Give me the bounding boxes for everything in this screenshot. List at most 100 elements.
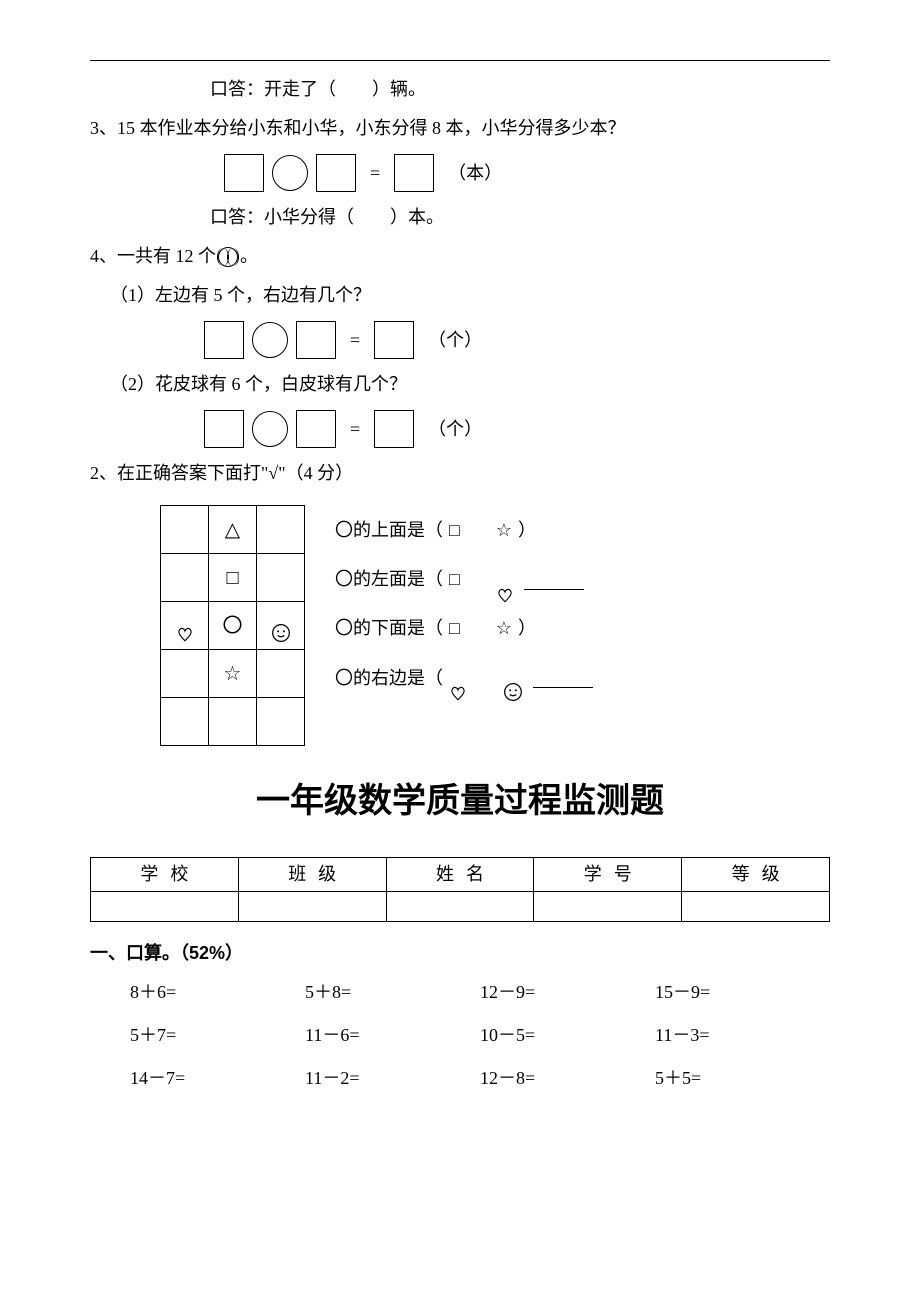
q-opt2[interactable]: ☆ [496, 607, 512, 650]
calc-item[interactable]: 12－8= [480, 1065, 655, 1092]
eq-sign: = [350, 327, 360, 354]
grid-cell: △ [209, 506, 257, 554]
q4-2-op[interactable] [252, 411, 288, 447]
q4-1-unit: （个） [428, 327, 482, 354]
q2-grid-section: △□〇☆ 〇的上面是（□☆）〇的左面是（□〇的下面是（□☆）〇的右边是（ [160, 505, 830, 746]
smiley-icon [503, 669, 523, 689]
q4-header: 4、一共有 12 个 [90, 243, 216, 270]
info-header-cell: 班级 [238, 858, 386, 892]
calc-item[interactable]: 12－9= [480, 979, 655, 1006]
grid-question-3: 〇的下面是（□ ☆） [335, 607, 597, 650]
student-info-table: 学校班级姓名学号等级 [90, 857, 830, 922]
q3-box-1[interactable] [224, 154, 264, 192]
q3-answer-line: 口答：小华分得（ ）本。 [90, 204, 830, 231]
q4-header-line: 4、一共有 12 个 。 [90, 243, 830, 270]
calc-item[interactable]: 5＋7= [130, 1022, 305, 1049]
info-header-cell: 等级 [682, 858, 830, 892]
q4-eq1: = （个） [90, 321, 830, 359]
q2-check-header: 2、在正确答案下面打"√"（4 分） [90, 460, 353, 487]
q4-1-box-3[interactable] [374, 321, 414, 359]
calc-item[interactable]: 14－7= [130, 1065, 305, 1092]
q4-2-box-1[interactable] [204, 410, 244, 448]
q4-2-unit: （个） [428, 416, 482, 443]
q4-sub1-line: （1）左边有 5 个，右边有几个？ [90, 282, 830, 309]
grid-cell [257, 698, 305, 746]
info-header-cell: 姓名 [386, 858, 534, 892]
q4-sub2-line: （2）花皮球有 6 个，白皮球有几个？ [90, 371, 830, 398]
info-blank-row [91, 892, 830, 922]
calc-item[interactable]: 15－9= [655, 979, 830, 1006]
q4-2-box-2[interactable] [296, 410, 336, 448]
title-text: 一年级数学质量过程监测题 [256, 782, 664, 820]
shape-glyph: □ [226, 567, 238, 589]
grid-cell [209, 698, 257, 746]
grid-cell [257, 554, 305, 602]
q-prefix: 〇的上面是（ [335, 509, 443, 552]
info-header-row: 学校班级姓名学号等级 [91, 858, 830, 892]
q-suffix: ） [518, 509, 536, 552]
info-cell-grade[interactable] [682, 892, 830, 922]
shape-grid: △ □ 〇 ☆ [160, 505, 305, 746]
q4-sub1: （1）左边有 5 个，右边有几个？ [110, 282, 371, 309]
section-1-text: 一、口算。（52%） [90, 943, 243, 963]
grid-cell [161, 554, 209, 602]
grid-questions: 〇的上面是（□☆）〇的左面是（□〇的下面是（□☆）〇的右边是（ [335, 505, 597, 706]
shape-glyph: ☆ [224, 663, 242, 685]
smiley-icon [271, 617, 291, 637]
grid-question-1: 〇的上面是（□ ☆） [335, 509, 597, 552]
calc-item[interactable]: 11－2= [305, 1065, 480, 1092]
q4-1-box-2[interactable] [296, 321, 336, 359]
info-header-cell: 学号 [534, 858, 682, 892]
q-suffix: ） [518, 607, 536, 650]
q-opt1[interactable]: □ [449, 509, 460, 552]
shape-glyph: △ [225, 519, 240, 541]
q-opt1[interactable]: □ [449, 607, 460, 650]
section-1-heading: 一、口算。（52%） [90, 940, 830, 967]
q3-box-3[interactable] [394, 154, 434, 192]
calc-item[interactable]: 11－6= [305, 1022, 480, 1049]
q4-sub2: （2）花皮球有 6 个，白皮球有几个？ [110, 371, 407, 398]
q-prefix: 〇的下面是（ [335, 607, 443, 650]
q-opt2[interactable]: ☆ [496, 509, 512, 552]
q3-box-2[interactable] [316, 154, 356, 192]
q-opt1[interactable] [449, 657, 467, 700]
info-cell-number[interactable] [534, 892, 682, 922]
q3-text-line: 3、15 本作业本分给小东和小华，小东分得 8 本，小华分得多少本？ [90, 115, 830, 142]
grid-cell [257, 506, 305, 554]
q4-1-op[interactable] [252, 322, 288, 358]
q-opt2[interactable] [496, 558, 514, 601]
info-cell-name[interactable] [386, 892, 534, 922]
page-top-rule [90, 60, 830, 61]
calc-item[interactable]: 5＋8= [305, 979, 480, 1006]
grid-question-4: 〇的右边是（ [335, 657, 597, 700]
calc-item[interactable]: 10－5= [480, 1022, 655, 1049]
page-title: 一年级数学质量过程监测题 [90, 776, 830, 827]
shape-glyph: 〇 [223, 615, 243, 637]
calc-item[interactable]: 8＋6= [130, 979, 305, 1006]
grid-cell [161, 602, 209, 650]
heart-icon [449, 670, 467, 688]
grid-cell [161, 506, 209, 554]
calc-grid: 8＋6=5＋8=12－9=15－9= 5＋7=11－6=10－5=11－3= 14－… [130, 979, 830, 1092]
grid-cell: □ [209, 554, 257, 602]
calc-item[interactable]: 5＋5= [655, 1065, 830, 1092]
q4-1-box-1[interactable] [204, 321, 244, 359]
q3-op[interactable] [272, 155, 308, 191]
q-opt1[interactable]: □ [449, 558, 460, 601]
q2-check-header-line: 2、在正确答案下面打"√"（4 分） [90, 460, 830, 487]
q-opt2[interactable] [503, 657, 523, 700]
q3-answer-text: 口答：小华分得（ ）本。 [210, 204, 444, 231]
info-cell-class[interactable] [238, 892, 386, 922]
underline [524, 570, 584, 590]
q3-unit: （本） [448, 160, 502, 187]
q4-2-box-3[interactable] [374, 410, 414, 448]
eq-sign: = [370, 160, 380, 187]
grid-cell: 〇 [209, 602, 257, 650]
eq-sign: = [350, 416, 360, 443]
calc-item[interactable]: 11－3= [655, 1022, 830, 1049]
answer-line-1: 口答：开走了（ ）辆。 [90, 76, 830, 103]
grid-cell [257, 602, 305, 650]
info-cell-school[interactable] [91, 892, 239, 922]
heart-icon [176, 618, 194, 636]
q4-header-suffix: 。 [240, 243, 258, 270]
